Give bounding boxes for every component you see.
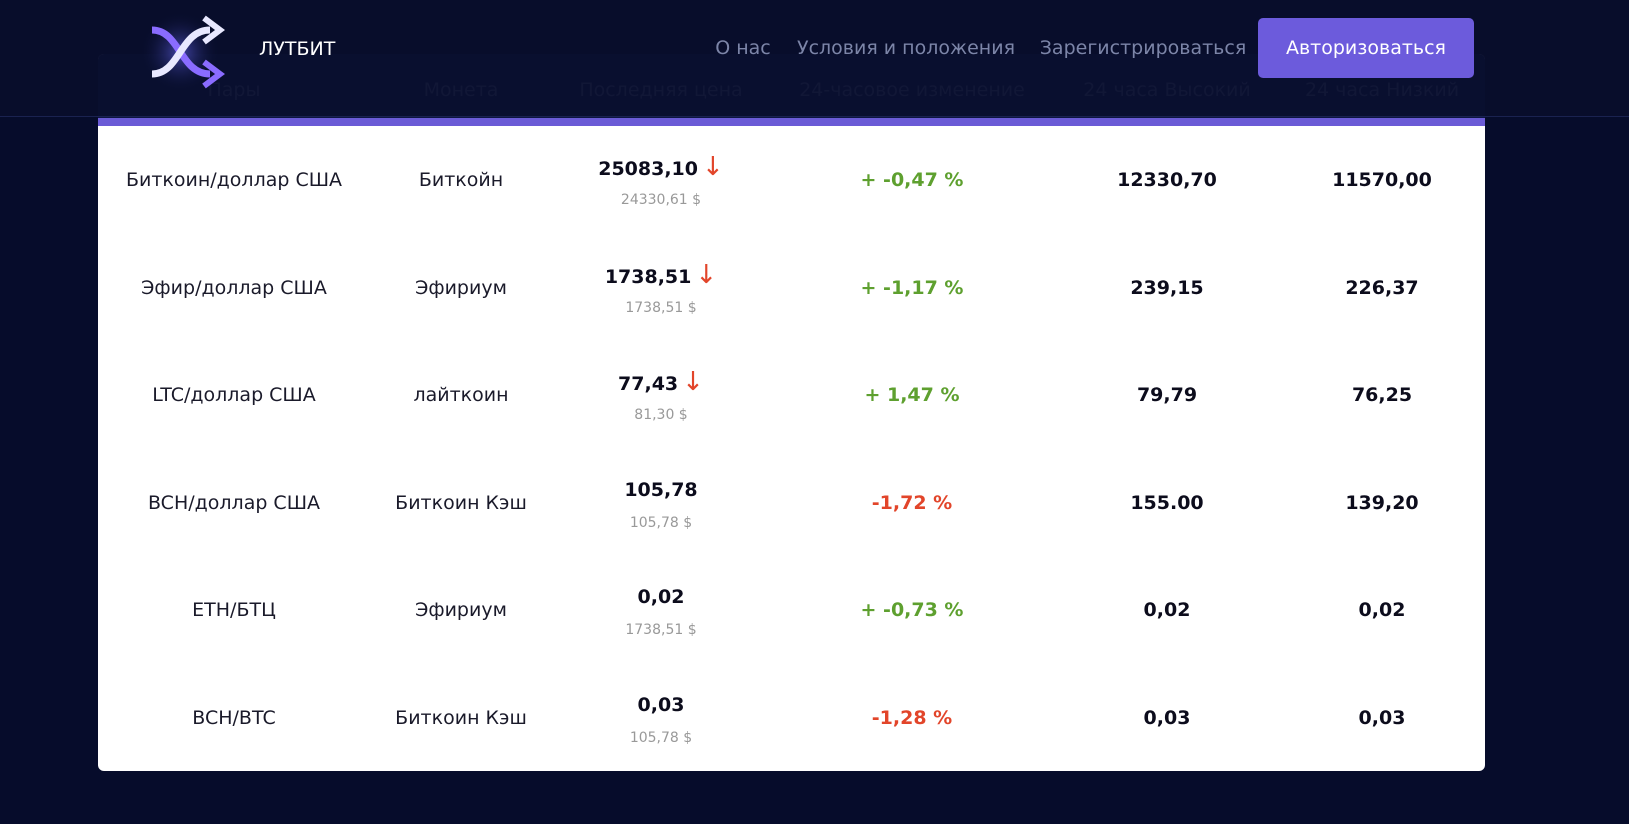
low: 11570,00 [1332,169,1432,191]
price: 0,02 [638,586,685,608]
change: + 1,47 % [864,384,960,406]
price-usd: 81,30 $ [634,407,688,423]
coin: Биткоин Кэш [395,491,527,514]
high: 79,79 [1136,384,1198,406]
nav-link[interactable]: О нас [715,37,771,59]
high: 0,02 [1143,599,1191,621]
coin: Эфириум [415,276,507,299]
logo [140,12,225,92]
pair: Биткоин/доллар США [125,169,343,191]
login-button[interactable]: Авторизоваться [1258,18,1474,78]
pair: BCH/доллар США [147,491,321,514]
coin: Биткоин Кэш [395,706,527,729]
high: 12330,70 [1117,169,1217,191]
change: + -1,17 % [860,276,964,299]
low: 0,02 [1358,599,1406,621]
price: 1738,51 ↓ [605,260,717,290]
price: 105,78 [624,479,697,501]
market-table: ПарыМонетаПоследняя цена24-часовое измен… [98,54,1485,771]
pair: LTC/доллар США [152,384,316,406]
change: -1,72 % [871,491,953,514]
navbar: ЛУТБИТ О нас Условия и положения Зарегис… [0,0,1629,117]
trend-arrow: ↓ [701,152,724,182]
price-usd: 1738,51 $ [625,299,697,316]
coin: Биткойн [418,169,504,191]
price-value: 0,03 [637,693,685,716]
pair: Эфир/доллар США [141,276,327,299]
pair: BCH/BTC [192,706,276,729]
change: + -0,47 % [860,169,964,191]
nav-link[interactable]: Зарегистрироваться [1039,37,1247,59]
price-value: 105,78 [624,478,698,501]
pair: ETH/БТЦ [192,599,276,621]
low: 76,25 [1351,384,1413,406]
price-value: 77,43 [618,373,679,395]
price-value: 25083,10 [598,158,698,180]
price-usd: 105,78 $ [629,514,693,531]
nav-link[interactable]: Условия и положения [796,37,1016,59]
price-value: 1738,51 [604,265,692,288]
high: 239,15 [1130,276,1204,299]
low: 139,20 [1345,491,1419,514]
high: 155.00 [1130,491,1204,514]
header-accent [98,118,1485,126]
price-usd: 105,78 $ [629,729,693,746]
coin: Эфириум [415,599,507,621]
price-usd: 24330,61 $ [620,192,702,208]
low: 226,37 [1345,276,1419,299]
price-value: 0,02 [637,586,685,608]
trend-arrow: ↓ [695,259,718,290]
high: 0,03 [1143,706,1191,729]
price: 0,03 [638,694,685,716]
price: 25083,10 ↓ [598,152,724,182]
low: 0,03 [1358,706,1406,729]
trend-arrow: ↓ [682,367,704,397]
price-usd: 1738,51 $ [625,622,697,638]
price: 77,43 ↓ [618,367,704,397]
change: + -0,73 % [860,599,964,621]
coin: лайткоин [413,384,509,406]
change: -1,28 % [871,706,953,729]
brand: ЛУТБИТ [259,38,336,60]
